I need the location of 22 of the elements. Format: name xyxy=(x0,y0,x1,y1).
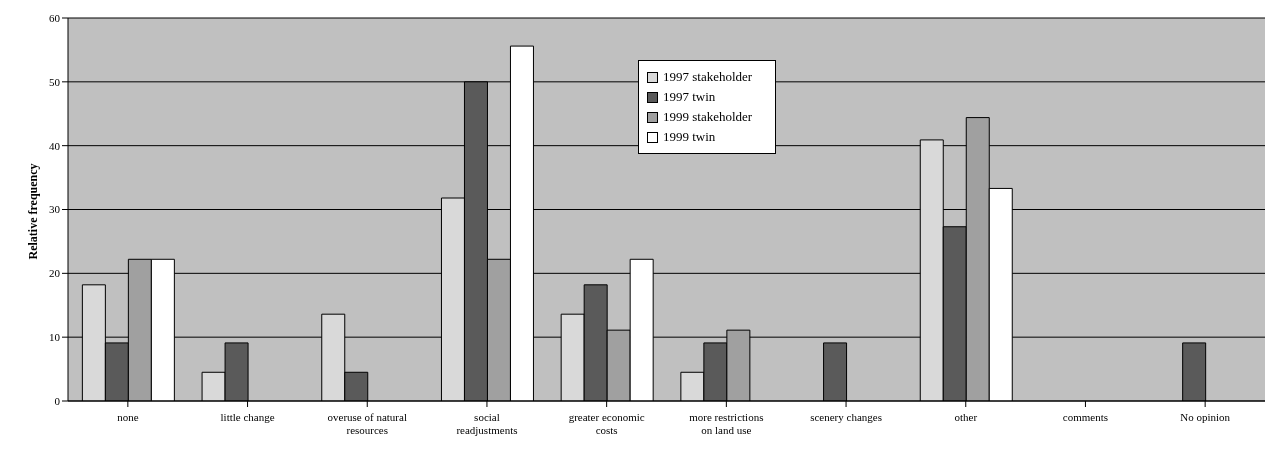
x-tick-label: comments xyxy=(1062,411,1109,423)
y-tick-label: 30 xyxy=(49,203,61,216)
y-axis-title: Relative frequency xyxy=(26,163,41,260)
x-tick-label: overuse of natural resources xyxy=(327,411,407,436)
y-tick-label: 60 xyxy=(49,11,61,24)
y-tick-label: 20 xyxy=(49,267,61,280)
x-tick-label: none xyxy=(117,411,139,423)
y-tick-label: 50 xyxy=(49,75,61,88)
x-tick-label: more restrictions on land use xyxy=(689,411,764,436)
legend-label: 1997 stakeholder xyxy=(663,68,753,86)
legend-label: 1999 stakeholder xyxy=(663,108,753,126)
y-tick-label: 10 xyxy=(49,331,61,344)
x-tick-label: social readjustments xyxy=(456,411,518,436)
y-tick-label: 0 xyxy=(54,394,61,407)
legend-label: 1999 twin xyxy=(663,128,716,146)
legend-label: 1997 twin xyxy=(663,88,716,106)
x-tick-label: little change xyxy=(220,411,275,423)
x-tick-label: greater economic costs xyxy=(568,411,645,436)
x-tick-label: scenery changes xyxy=(810,411,882,423)
x-tick-label: No opinion xyxy=(1180,411,1231,423)
y-tick-label: 40 xyxy=(49,139,61,152)
x-tick-label: other xyxy=(954,411,978,423)
